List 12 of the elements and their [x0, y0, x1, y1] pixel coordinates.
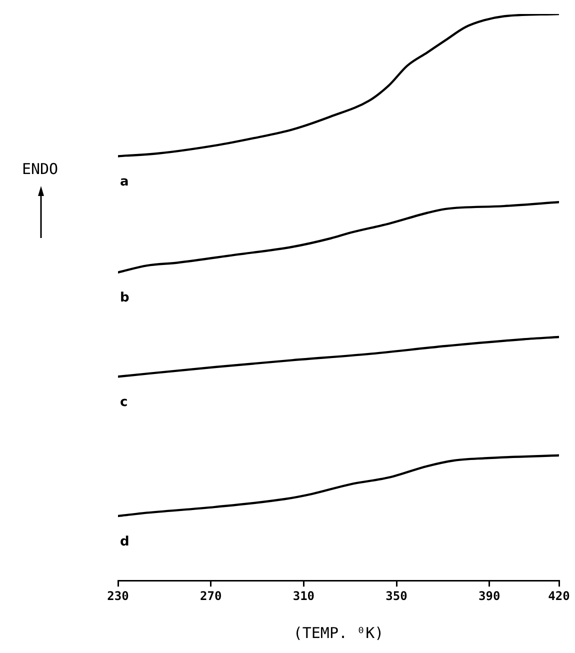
x-tick-label: 310 [292, 588, 315, 603]
x-axis-title: (TEMP. ⁰K) [293, 624, 384, 642]
x-tick-label: 230 [107, 588, 129, 603]
series-label: d [120, 534, 130, 550]
x-tick-label: 270 [200, 588, 222, 603]
series-label: a [120, 174, 129, 190]
x-tick-label: 420 [548, 588, 570, 603]
text: ENDO [22, 160, 58, 178]
x-tick-label: 390 [478, 588, 500, 603]
series-label: b [120, 290, 130, 306]
series-label: c [120, 395, 128, 410]
x-tick-label: 350 [386, 588, 408, 603]
